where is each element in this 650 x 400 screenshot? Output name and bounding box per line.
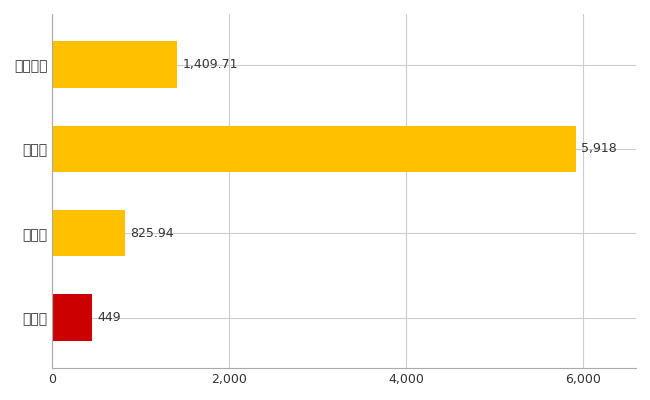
Text: 825.94: 825.94 [131,227,174,240]
Bar [52,41,177,88]
Bar [52,294,92,341]
Bar [52,126,576,172]
Text: 449: 449 [98,311,121,324]
Text: 5,918: 5,918 [581,142,617,155]
Text: 1,409.71: 1,409.71 [182,58,238,71]
Bar [52,210,125,256]
